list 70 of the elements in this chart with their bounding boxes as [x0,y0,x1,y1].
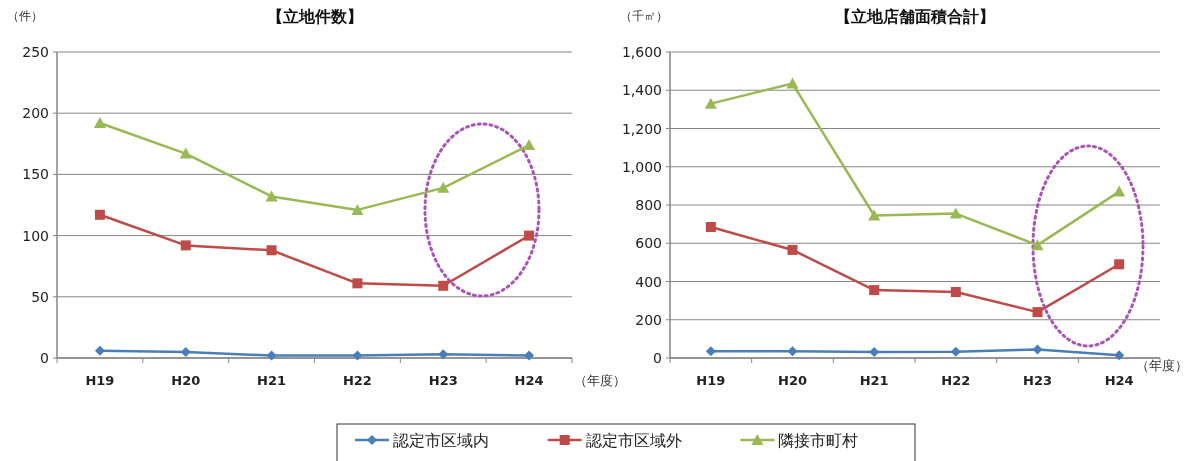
x-tick-label: H19 [85,373,115,388]
y-tick-label: 250 [22,44,49,60]
point [266,245,277,256]
point [93,116,106,128]
point [352,350,363,361]
point [1031,239,1044,251]
point [523,139,536,151]
legend-label: 認定市区域外 [585,431,682,450]
chart-title: 【立地店舗面積合計】 [835,7,995,26]
legend-label: 隣接市町村 [778,431,859,450]
x-axis-title: （年度） [574,373,626,388]
x-tick-label: H23 [1023,373,1052,388]
point [950,346,961,357]
point [94,345,105,356]
point [1114,259,1125,270]
y-tick-label: 100 [22,227,49,244]
chart-title: 【立地件数】 [266,7,363,26]
point [868,209,881,221]
y-tick-label: 0 [653,350,662,366]
point [786,77,799,89]
y-axis-title: （千㎡） [620,9,668,23]
point [266,350,277,361]
x-axis-title: （年度） [1136,358,1188,373]
point [1114,350,1125,361]
point [1032,307,1043,318]
y-tick-label: 1,400 [621,82,662,99]
point [869,285,880,296]
y-tick-label: 600 [635,235,662,252]
x-tick-label: H21 [859,373,889,388]
x-tick-label: H19 [696,373,726,388]
y-tick-label: 150 [22,166,49,183]
y-tick-label: 1,000 [621,158,662,175]
point [524,350,535,361]
point [94,209,105,220]
y-tick-label: 200 [635,311,662,328]
point [949,207,962,219]
x-tick-label: H20 [171,373,201,388]
point [704,97,717,109]
point [705,346,716,357]
y-tick-label: 400 [635,273,662,290]
x-tick-label: H21 [257,373,287,388]
x-tick-label: H22 [941,373,971,388]
x-tick-label: H23 [428,373,458,388]
point [524,230,535,241]
point [180,240,191,251]
x-tick-label: H24 [514,373,544,388]
y-tick-label: 50 [31,288,49,305]
y-tick-label: 0 [40,350,49,366]
y-tick-label: 800 [635,197,662,213]
point [351,203,364,215]
point [265,190,278,202]
y-axis-title: （件） [7,9,43,23]
legend-label: 認定市区域内 [393,431,489,450]
y-tick-label: 1,600 [621,44,662,60]
point [950,287,961,298]
point [705,221,716,232]
x-tick-label: H24 [1104,373,1134,388]
point [787,346,798,357]
point [179,147,192,159]
point [438,349,449,360]
point [437,181,450,193]
y-tick-label: 1,200 [621,120,662,137]
x-tick-label: H22 [342,373,372,388]
y-tick-label: 200 [22,105,49,122]
point [352,278,363,289]
point [1032,344,1043,355]
x-tick-label: H20 [778,373,807,388]
point [787,244,798,255]
point [1113,185,1126,197]
point [438,280,449,291]
